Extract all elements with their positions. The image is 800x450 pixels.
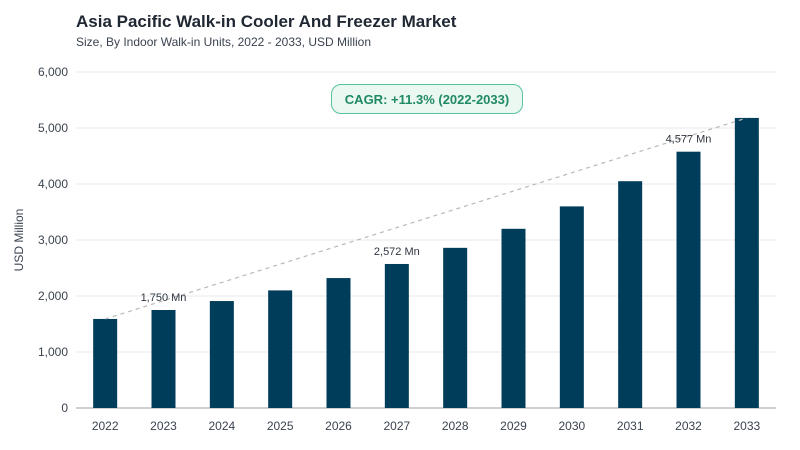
y-tick-label: 0 — [61, 401, 68, 415]
x-tick-label: 2022 — [92, 419, 119, 433]
bar-2031 — [618, 181, 643, 408]
y-tick-label: 3,000 — [38, 233, 68, 247]
bar-2022 — [93, 318, 118, 408]
x-tick-label: 2024 — [208, 419, 235, 433]
y-tick-label: 6,000 — [38, 65, 68, 79]
data-label-2032: 4,577 Mn — [666, 134, 712, 146]
y-axis-label: USD Million — [12, 209, 26, 272]
bar-2023 — [151, 310, 176, 408]
chart-title: Asia Pacific Walk-in Cooler And Freezer … — [76, 12, 457, 31]
bar-2026 — [326, 278, 351, 408]
bar-2027 — [384, 263, 409, 408]
bar-2030 — [559, 206, 584, 408]
data-label-2027: 2,572 Mn — [374, 246, 420, 258]
x-tick-label: 2030 — [558, 419, 585, 433]
x-tick-label: 2028 — [442, 419, 469, 433]
bar-2024 — [209, 301, 234, 408]
x-tick-label: 2029 — [500, 419, 527, 433]
chart-subtitle: Size, By Indoor Walk-in Units, 2022 - 20… — [76, 35, 372, 49]
y-tick-label: 2,000 — [38, 289, 68, 303]
x-tick-label: 2023 — [150, 419, 177, 433]
bar-2028 — [443, 247, 468, 408]
trend-line — [104, 117, 748, 320]
y-tick-label: 5,000 — [38, 121, 68, 135]
cagr-badge: CAGR: +11.3% (2022-2033) — [331, 84, 523, 114]
x-tick-label: 2025 — [267, 419, 294, 433]
y-tick-label: 1,000 — [38, 345, 68, 359]
x-tick-label: 2033 — [733, 419, 760, 433]
bar-2029 — [501, 228, 526, 408]
data-label-2023: 1,750 Mn — [141, 292, 187, 304]
bar-2033 — [734, 117, 759, 409]
x-tick-label: 2027 — [383, 419, 410, 433]
x-tick-label: 2031 — [617, 419, 644, 433]
x-tick-label: 2032 — [675, 419, 702, 433]
bar-2032 — [676, 151, 701, 409]
x-tick-label: 2026 — [325, 419, 352, 433]
y-tick-label: 4,000 — [38, 177, 68, 191]
bar-2025 — [268, 290, 293, 408]
